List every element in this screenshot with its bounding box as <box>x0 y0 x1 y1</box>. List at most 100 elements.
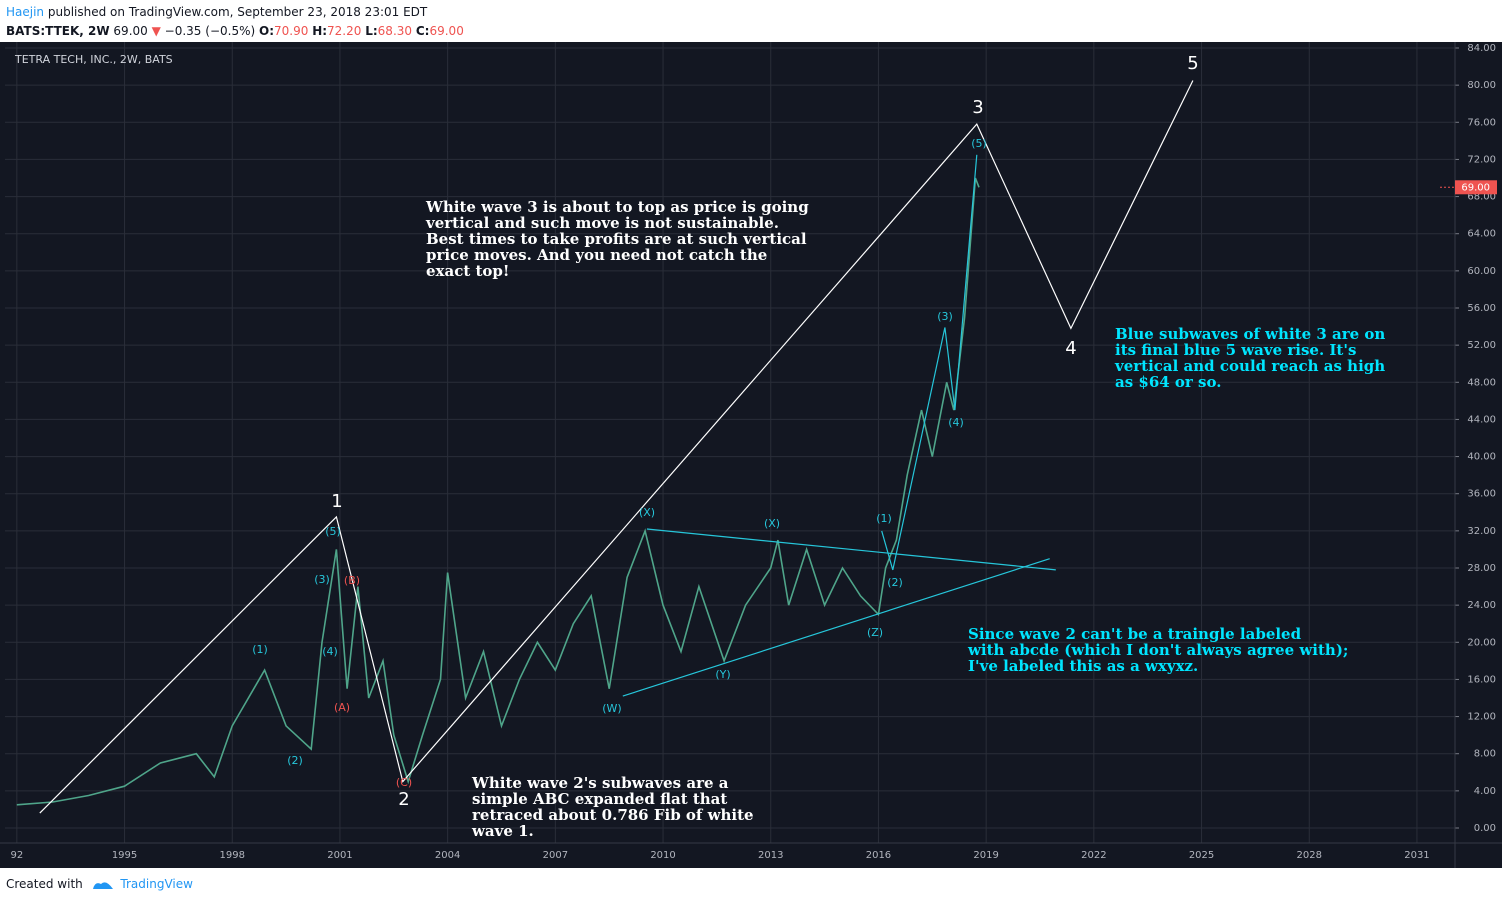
y-tick-label: 48.00 <box>1467 377 1496 388</box>
x-tick-label: 2016 <box>866 850 891 861</box>
note-line: as $64 or so. <box>1115 373 1222 391</box>
o-label: O: <box>259 24 274 38</box>
y-tick-label: 32.00 <box>1467 526 1496 537</box>
x-tick-label: 2031 <box>1404 850 1429 861</box>
y-tick-label: 80.00 <box>1467 80 1496 91</box>
note-line: I've labeled this as a wxyxz. <box>968 657 1199 675</box>
note: White wave 2's subwaves are a simple ABC … <box>472 775 754 839</box>
y-tick-label: 24.00 <box>1467 600 1496 611</box>
chart-title: TETRA TECH, INC., 2W, BATS <box>14 53 173 66</box>
y-tick-label: 0.00 <box>1474 823 1496 834</box>
y-tick-label: 64.00 <box>1467 229 1496 240</box>
subwave-label: (2) <box>287 754 303 767</box>
close: 69.00 <box>429 24 464 38</box>
abc-label: (A) <box>334 701 350 714</box>
wave-label: 4 <box>1065 338 1076 359</box>
y-tick-label: 20.00 <box>1467 637 1496 648</box>
background <box>0 42 1502 868</box>
x-tick-label: 2022 <box>1081 850 1106 861</box>
c-label: C: <box>415 24 430 38</box>
wave-label: 1 <box>331 491 342 512</box>
x-tick-label: 1995 <box>112 850 137 861</box>
subwave-label: (4) <box>322 645 338 658</box>
y-tick-label: 36.00 <box>1467 489 1496 500</box>
last-price-label: 69.00 <box>1461 182 1490 193</box>
subwave-label: (5) <box>971 137 987 150</box>
note-line: with abcde (which I don't always agree w… <box>968 641 1349 659</box>
x-tick-label: 2019 <box>973 850 998 861</box>
note-line: Since wave 2 can't be a traingle labeled <box>968 625 1302 643</box>
note-line: vertical and could reach as high <box>1115 357 1386 375</box>
y-tick-label: 8.00 <box>1474 749 1496 760</box>
note-line: simple ABC expanded flat that <box>472 790 728 808</box>
abc-labels: (B) (A) (C) <box>334 574 412 789</box>
subwave-label: (3) <box>937 310 953 323</box>
created: Created with <box>6 877 83 891</box>
wave-labels: 1 2 3 4 5 <box>331 53 1198 810</box>
subwave-label: (X) <box>764 517 780 530</box>
note-line: White wave 2's subwaves are a <box>472 774 729 792</box>
x-tick-label: 2004 <box>435 850 460 861</box>
arrow: ▼ <box>151 24 161 38</box>
subwave-label: (Z) <box>867 626 883 639</box>
l-label: L: <box>365 24 378 38</box>
subwave-label: (2) <box>887 576 903 589</box>
note: Blue subwaves of white 3 are on its final… <box>1115 326 1385 390</box>
abc-label: (B) <box>344 574 360 587</box>
x-tick-label: 1998 <box>220 850 245 861</box>
footer: Created with TradingView <box>6 876 193 891</box>
y-tick-label: 76.00 <box>1467 117 1496 128</box>
brand[interactable]: TradingView <box>120 877 193 891</box>
last: 69.00 <box>113 24 148 38</box>
x-tick-label: 2001 <box>327 850 352 861</box>
chart: 0.00 4.00 8.00 12.00 16.00 20.00 24.00 28.00 32.… <box>0 42 1502 868</box>
y-tick-label: 40.00 <box>1467 452 1496 463</box>
published: published on TradingView.com, September … <box>47 5 428 19</box>
low: 68.30 <box>377 24 413 38</box>
note: Since wave 2 can't be a traingle labeled… <box>968 626 1348 674</box>
abc-label: (C) <box>396 776 412 789</box>
wave-line <box>881 154 978 571</box>
y-tick-label: 4.00 <box>1474 786 1496 797</box>
note: White wave 3 is about to top as price is… <box>426 199 809 279</box>
logo <box>92 882 113 889</box>
y-tick-label: 28.00 <box>1467 563 1496 574</box>
x-tick-label: 2010 <box>650 850 675 861</box>
x-tick-label: 2028 <box>1297 850 1322 861</box>
subwave-label: (4) <box>948 416 964 429</box>
note-line: price moves. And you need not catch the <box>426 246 768 264</box>
y-tick-label: 16.00 <box>1467 674 1496 685</box>
wave-label: 5 <box>1187 53 1198 74</box>
wave-label: 3 <box>972 97 983 118</box>
author[interactable]: Haejin <box>6 5 45 19</box>
high: 72.20 <box>327 24 362 38</box>
subwave-label: (1) <box>876 512 892 525</box>
subwave-label: (3) <box>314 573 330 586</box>
subwave-labels: (5) (3) (1) (4) (2) (W) (X) (Y) (X) (Z) … <box>252 137 987 767</box>
symbol: BATS:TTEK, 2W <box>6 24 110 38</box>
subwave-label: (Y) <box>715 668 730 681</box>
y-tick-label: 84.00 <box>1467 43 1496 54</box>
y-tick-label: 72.00 <box>1467 154 1496 165</box>
x-tick-label: 92 <box>10 850 23 861</box>
note-line: vertical and such move is not sustainabl… <box>426 214 780 232</box>
note-line: Blue subwaves of white 3 are on <box>1115 325 1386 343</box>
y-tick-label: 44.00 <box>1467 414 1496 425</box>
open: 70.90 <box>274 24 309 38</box>
wave-line <box>622 558 1050 697</box>
last-price-tag <box>1455 180 1497 195</box>
note-line: Best times to take profits are at such v… <box>426 230 807 248</box>
subwave-label: (1) <box>252 643 268 656</box>
note-line: retraced about 0.786 Fib of white <box>472 806 754 824</box>
wave-line <box>39 80 1194 814</box>
x-tick-label: 2007 <box>543 850 568 861</box>
change: −0.35 (−0.5%) <box>164 24 256 38</box>
x-tick-label: 2013 <box>758 850 783 861</box>
subwave-label: (X) <box>639 506 655 519</box>
wave-line <box>646 528 1056 571</box>
note-line: wave 1. <box>472 822 534 840</box>
subwave-label: (5) <box>325 525 341 538</box>
y-tick-label: 60.00 <box>1467 266 1496 277</box>
note-line: its final blue 5 wave rise. It's <box>1115 341 1357 359</box>
